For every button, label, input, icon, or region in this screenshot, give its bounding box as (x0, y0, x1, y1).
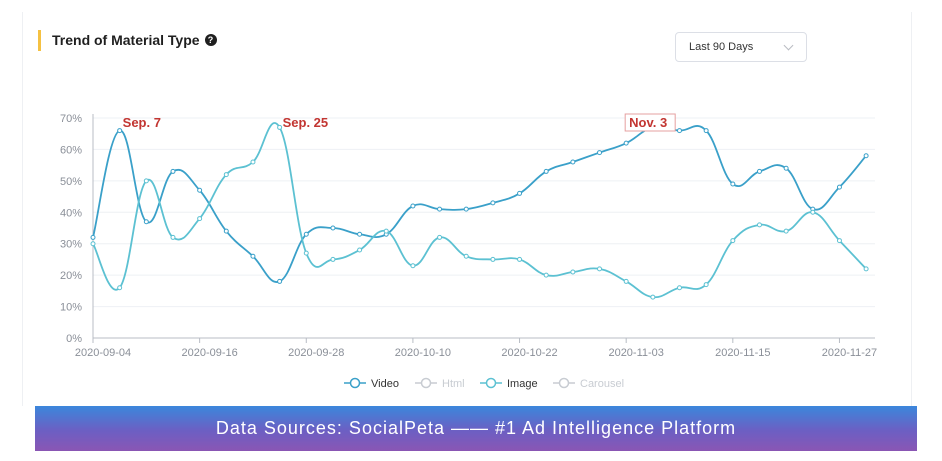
data-point-image (543, 272, 549, 278)
data-point-image (383, 228, 389, 234)
data-point-image (756, 222, 762, 228)
data-point-video (677, 128, 682, 134)
data-point-video (437, 206, 443, 212)
question-circle-icon[interactable]: ? (204, 34, 217, 46)
y-tick-label: 20% (60, 270, 82, 282)
data-point-image (703, 282, 709, 288)
data-point-video (117, 128, 123, 134)
annotation-label: Sep. 25 (283, 115, 329, 130)
data-point-video (543, 168, 549, 174)
y-tick-label: 50% (60, 176, 82, 188)
data-point-image (677, 285, 682, 291)
data-point-image (250, 159, 256, 165)
chart-header: Trend of Material Type ? (38, 27, 217, 53)
data-point-image (277, 124, 283, 130)
data-point-image (303, 250, 309, 256)
data-point-video (303, 231, 309, 237)
data-point-video (143, 219, 149, 225)
data-point-video (517, 190, 523, 196)
data-point-video (730, 181, 736, 187)
data-point-video (863, 153, 869, 159)
data-point-video (703, 128, 709, 134)
data-source-banner: Data Sources: SocialPeta —— #1 Ad Intell… (35, 406, 917, 451)
data-point-image (597, 266, 603, 272)
data-point-video (783, 165, 789, 171)
x-tick-label: 2020-09-28 (288, 347, 344, 359)
data-point-video (250, 253, 256, 259)
data-point-image (863, 266, 869, 272)
data-point-video (197, 187, 203, 193)
data-point-image (117, 285, 123, 291)
legend-label[interactable]: Html (442, 378, 465, 390)
x-tick-label: 2020-11-03 (608, 347, 663, 359)
data-point-video (463, 206, 469, 212)
data-point-video (490, 200, 496, 206)
legend-label[interactable]: Image (507, 378, 538, 390)
data-point-video (330, 225, 336, 231)
data-point-video (410, 203, 416, 209)
data-point-image (836, 238, 842, 244)
data-point-video (570, 159, 576, 165)
legend-marker (485, 377, 497, 389)
y-tick-label: 0% (66, 333, 82, 345)
y-tick-label: 10% (60, 302, 82, 314)
y-tick-label: 30% (60, 239, 82, 251)
data-point-image (410, 263, 416, 269)
data-point-video (623, 140, 629, 146)
data-point-image (730, 238, 736, 244)
data-point-image (90, 241, 96, 247)
legend-label[interactable]: Carousel (580, 378, 624, 390)
annotation-label: Nov. 3 (629, 115, 667, 130)
x-tick-label: 2020-11-15 (715, 347, 770, 359)
x-tick-label: 2020-10-22 (501, 347, 557, 359)
data-point-image (623, 278, 629, 284)
data-point-image (330, 256, 336, 262)
legend-marker (558, 377, 570, 389)
data-point-image (143, 178, 149, 184)
title-accent-bar (38, 29, 41, 51)
y-tick-label: 60% (60, 144, 82, 156)
data-point-video (90, 234, 96, 240)
legend-label[interactable]: Video (371, 378, 399, 390)
data-point-video (756, 168, 762, 174)
data-point-image (810, 209, 816, 215)
data-point-image (223, 172, 229, 178)
data-point-image (650, 294, 656, 300)
legend-marker (349, 377, 361, 389)
x-tick-label: 2020-09-16 (181, 347, 237, 359)
annotation-label: Sep. 7 (123, 115, 161, 130)
data-point-video (357, 231, 363, 237)
data-point-image (357, 247, 363, 253)
x-tick-label: 2020-11-27 (822, 347, 877, 359)
y-tick-label: 70% (60, 113, 82, 125)
banner-text: Data Sources: SocialPeta —— #1 Ad Intell… (215, 418, 737, 438)
annotation-box (624, 113, 676, 132)
data-point-video (836, 184, 842, 190)
data-point-image (570, 269, 576, 275)
x-tick-label: 2020-10-10 (395, 347, 451, 359)
data-point-video (170, 168, 176, 174)
date-range-value: Last 90 Days (689, 41, 754, 53)
chart-title: Trend of Material Type (52, 32, 200, 48)
date-range-select[interactable]: Last 90 Days (675, 32, 807, 62)
data-point-image (170, 234, 176, 240)
line-chart: 0% 10% 20% 30% 40% 50% 60% 70% 2020-09-04 2020-09… (60, 113, 877, 390)
data-point-video (223, 228, 229, 234)
data-point-image (437, 234, 443, 240)
data-point-image (490, 256, 496, 262)
data-point-video (277, 278, 283, 284)
y-tick-label: 40% (60, 207, 82, 219)
data-point-image (197, 216, 203, 222)
legend-marker (420, 377, 432, 389)
data-point-video (597, 150, 603, 156)
x-tick-label: 2020-09-04 (75, 347, 131, 359)
data-point-image (517, 256, 523, 262)
data-point-image (463, 253, 469, 259)
data-point-image (783, 228, 789, 234)
